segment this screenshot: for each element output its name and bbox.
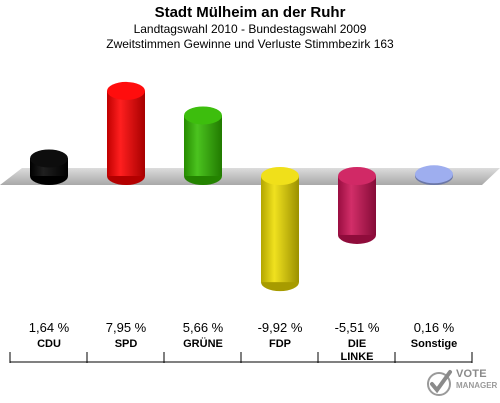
bar-fdp-body <box>261 176 299 283</box>
value-label-cdu: 1,64 % <box>28 320 70 335</box>
watermark-line1: VOTE <box>456 368 487 380</box>
bar-cdu <box>30 149 68 185</box>
bar-spd <box>107 81 145 185</box>
category-label-gruene: GRÜNE <box>183 338 223 350</box>
value-label-die-linke: -5,51 % <box>334 320 380 335</box>
bar-fdp-top <box>261 167 299 185</box>
category-label-sonstige: Sonstige <box>410 338 458 350</box>
watermark-line2: MANAGER <box>456 381 498 390</box>
bar-gruene <box>184 106 222 185</box>
bar-cdu-top <box>30 149 68 168</box>
chart-title: Stadt Mülheim an der Ruhr <box>154 4 346 21</box>
bar-spd-body <box>107 90 145 176</box>
category-label-die-linke: DIE LINKE <box>340 338 374 363</box>
value-label-fdp: -9,92 % <box>257 320 303 335</box>
category-label-cdu: CDU <box>37 338 61 350</box>
bar-fdp <box>261 167 299 292</box>
bar-gruene-body <box>184 115 222 176</box>
value-label-gruene: 5,66 % <box>182 320 224 335</box>
category-label-spd: SPD <box>114 338 138 350</box>
chart-subtitle-description: Zweitstimmen Gewinne und Verluste Stimmb… <box>106 37 394 51</box>
bar-sonstige <box>415 165 453 185</box>
bar-spd-top <box>107 81 145 100</box>
bar-die-linke-top <box>338 167 376 185</box>
chart-subtitle-election: Landtagswahl 2010 - Bundestagswahl 2009 <box>133 22 367 36</box>
vote-manager-emblem-icon <box>427 370 452 396</box>
bar-die-linke-body <box>338 176 376 235</box>
value-label-spd: 7,95 % <box>105 320 147 335</box>
category-label-fdp: FDP <box>269 338 291 350</box>
vote-manager-logo: VOTE MANAGER <box>426 368 500 398</box>
bar-sonstige-top <box>415 165 453 184</box>
value-label-sonstige: 0,16 % <box>413 320 455 335</box>
bar-gruene-top <box>184 106 222 125</box>
chart-titles: Stadt Mülheim an der Ruhr Landtagswahl 2… <box>0 3 500 52</box>
bar-die-linke <box>338 167 376 244</box>
